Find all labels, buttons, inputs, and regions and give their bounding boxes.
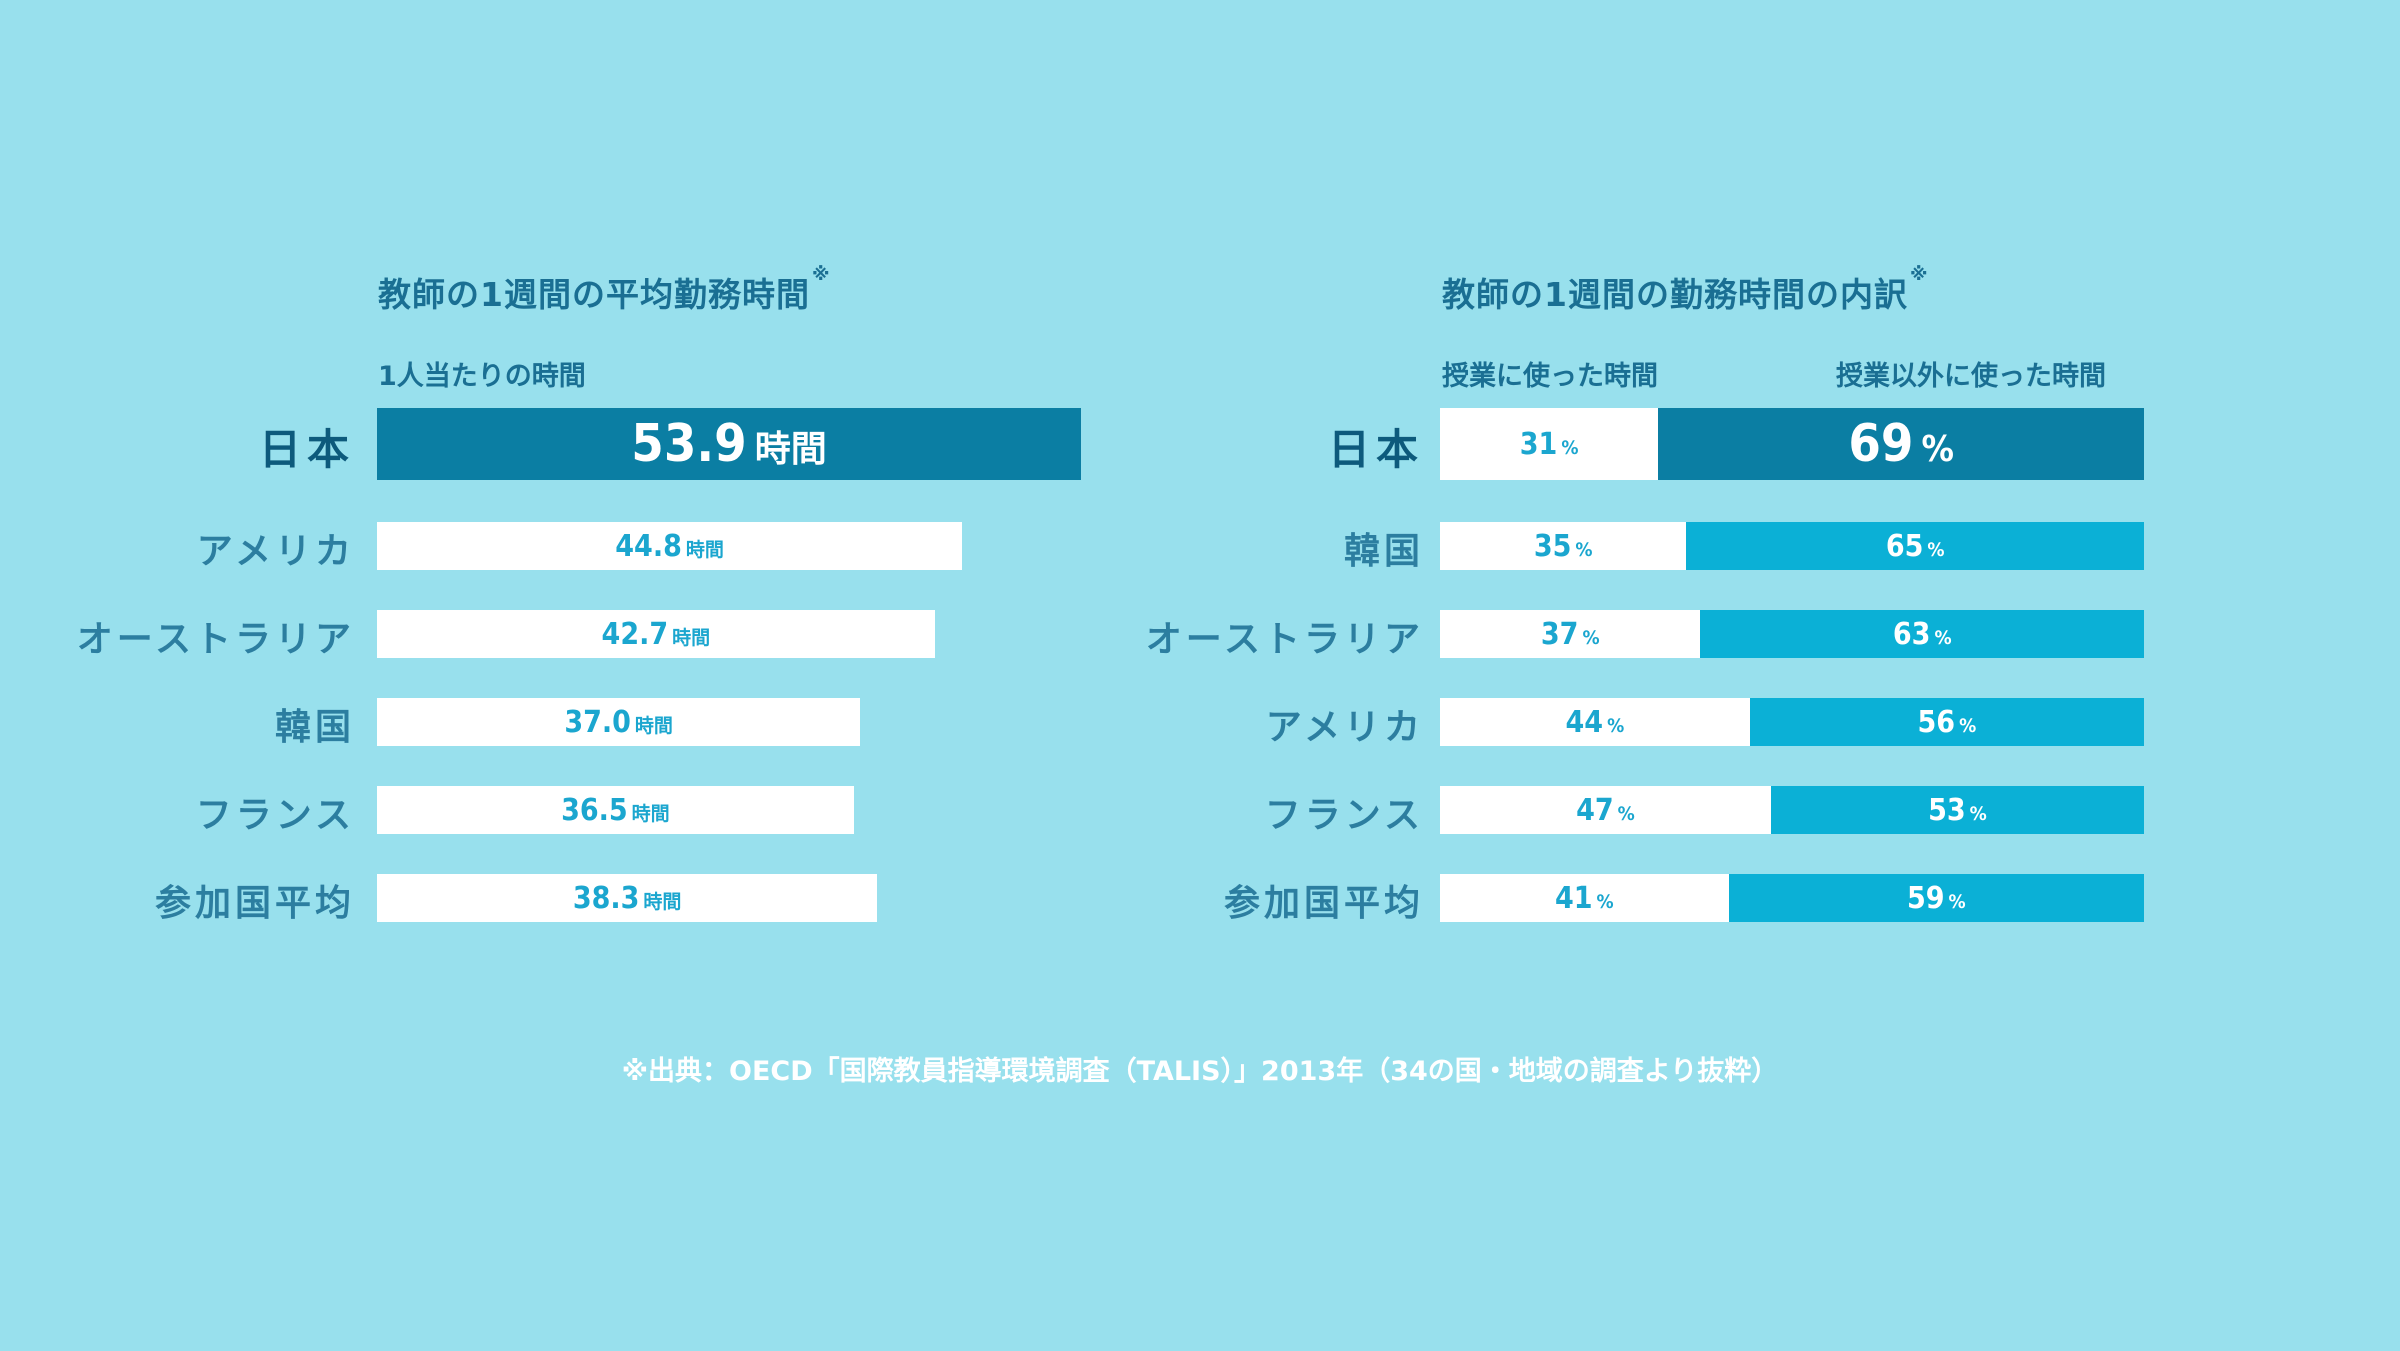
right-bar-teaching-value: 35: [1533, 528, 1572, 564]
left-bar-unit: 時間: [754, 429, 827, 470]
right-bar-teaching-value: 41: [1554, 880, 1593, 916]
right-bar-non-teaching-value: 63: [1892, 616, 1931, 652]
left-bar-label: 38.3 時間: [573, 881, 682, 916]
right-row-label: フランス: [1264, 795, 1424, 836]
right-bar-teaching: 37%: [1440, 610, 1701, 658]
right-bar-teaching-value: 44: [1565, 704, 1604, 740]
right-bar-non-teaching-label: 63%: [1893, 617, 1952, 652]
left-bar-label: 37.0 時間: [564, 705, 673, 740]
right-bar-teaching-label: 47%: [1576, 793, 1635, 828]
left-bar-unit: 時間: [685, 538, 724, 561]
right-bar-teaching-unit: %: [1575, 538, 1593, 561]
right-bar-non-teaching-label: 53%: [1928, 793, 1987, 828]
right-bar-non-teaching-label: 65%: [1886, 529, 1945, 564]
right-bar-teaching-label: 41%: [1555, 881, 1614, 916]
left-bar: 53.9 時間: [377, 408, 1081, 480]
right-bar-non-teaching: 65%: [1686, 522, 2144, 570]
right-row-label: アメリカ: [1265, 707, 1424, 748]
right-bar-non-teaching: 56%: [1749, 698, 2144, 746]
right-bar-teaching-unit: %: [1607, 714, 1625, 737]
right-bar-non-teaching-value: 69: [1848, 414, 1914, 474]
right-chart-title-text: 教師の1週間の勤務時間の内訳: [1442, 275, 1908, 314]
right-bar-teaching-unit: %: [1561, 436, 1579, 459]
left-bar: 44.8 時間: [377, 522, 963, 570]
right-bar-teaching-unit: %: [1617, 802, 1635, 825]
left-bar-value: 44.8: [615, 528, 682, 564]
right-bar-teaching-label: 37%: [1541, 617, 1600, 652]
right-bar-teaching: 47%: [1440, 786, 1771, 834]
right-bar-non-teaching-value: 59: [1906, 880, 1945, 916]
left-bar-label: 42.7 時間: [602, 617, 711, 652]
right-bar-non-teaching-label: 69%: [1848, 414, 1954, 474]
right-chart-title: 教師の1週間の勤務時間の内訳※: [1442, 264, 1928, 316]
right-bar-teaching-label: 35%: [1534, 529, 1593, 564]
right-bar-teaching-value: 31: [1519, 426, 1558, 462]
right-chart-title-mark: ※: [1909, 264, 1929, 285]
left-row-label: オーストラリア: [76, 619, 355, 660]
right-bar-non-teaching-label: 56%: [1918, 705, 1977, 740]
left-bar: 38.3 時間: [377, 874, 878, 922]
right-bar-non-teaching: 63%: [1700, 610, 2144, 658]
right-bar-teaching: 31%: [1440, 408, 1659, 480]
left-chart-subtitle: 1人当たりの時間: [378, 361, 586, 392]
source-note: ※出典：OECD「国際教員指導環境調査（TALIS）」2013年（34の国・地域…: [621, 1056, 1779, 1087]
left-row-label: 日本: [258, 425, 355, 474]
right-bar-non-teaching: 69%: [1658, 408, 2144, 480]
left-row-label: フランス: [195, 795, 355, 836]
right-row-label: 韓国: [1343, 531, 1424, 572]
left-bar-label: 44.8 時間: [615, 529, 724, 564]
left-bar: 37.0 時間: [377, 698, 861, 746]
left-bar-value: 37.0: [564, 704, 631, 740]
left-bar-unit: 時間: [634, 714, 673, 737]
right-row-label: 日本: [1327, 425, 1424, 474]
right-bar-non-teaching: 59%: [1728, 874, 2144, 922]
series-label-teaching: 授業に使った時間: [1442, 361, 1658, 392]
left-bar-unit: 時間: [631, 802, 670, 825]
left-bar-value: 36.5: [561, 792, 628, 828]
right-bar-non-teaching-unit: %: [1927, 538, 1945, 561]
right-bar-teaching: 41%: [1440, 874, 1729, 922]
left-row-label: 参加国平均: [154, 883, 355, 924]
left-chart-title-text: 教師の1週間の平均勤務時間: [378, 275, 810, 314]
left-bar: 36.5 時間: [377, 786, 854, 834]
right-bar-teaching: 35%: [1440, 522, 1687, 570]
left-row-label: 韓国: [274, 707, 355, 748]
right-bar-non-teaching-unit: %: [1934, 626, 1952, 649]
right-row-label: 参加国平均: [1223, 883, 1424, 924]
right-bar-teaching-value: 47: [1576, 792, 1614, 828]
left-bar-label: 53.9 時間: [631, 414, 826, 474]
left-bar-value: 38.3: [572, 880, 640, 916]
right-bar-non-teaching-unit: %: [1969, 802, 1987, 825]
right-bar-teaching: 44%: [1440, 698, 1750, 746]
right-bar-teaching-value: 37: [1540, 616, 1579, 652]
left-bar-label: 36.5 時間: [561, 793, 670, 828]
left-row-label: アメリカ: [196, 531, 355, 572]
right-bar-non-teaching-value: 53: [1928, 792, 1966, 828]
right-bar-teaching-unit: %: [1596, 890, 1614, 913]
left-bar-unit: 時間: [672, 626, 711, 649]
right-bar-non-teaching-label: 59%: [1907, 881, 1966, 916]
left-bar-value: 42.7: [601, 616, 669, 652]
series-label-non-teaching: 授業以外に使った時間: [1836, 361, 2106, 392]
right-bar-non-teaching-unit: %: [1948, 890, 1966, 913]
left-bar-unit: 時間: [643, 890, 682, 913]
right-bar-teaching-unit: %: [1582, 626, 1600, 649]
right-row-label: オーストラリア: [1145, 619, 1424, 660]
right-bar-non-teaching-unit: %: [1921, 429, 1954, 470]
right-bar-non-teaching-unit: %: [1959, 714, 1977, 737]
right-bar-non-teaching-value: 65: [1885, 528, 1924, 564]
right-bar-non-teaching-value: 56: [1917, 704, 1956, 740]
right-bar-teaching-label: 44%: [1566, 705, 1625, 740]
left-chart-title-mark: ※: [811, 264, 831, 285]
right-bar-teaching-label: 31%: [1520, 427, 1579, 462]
left-bar-value: 53.9: [631, 414, 747, 474]
right-bar-non-teaching: 53%: [1770, 786, 2144, 834]
left-bar: 42.7 時間: [377, 610, 935, 658]
left-chart-title: 教師の1週間の平均勤務時間※: [378, 264, 830, 316]
